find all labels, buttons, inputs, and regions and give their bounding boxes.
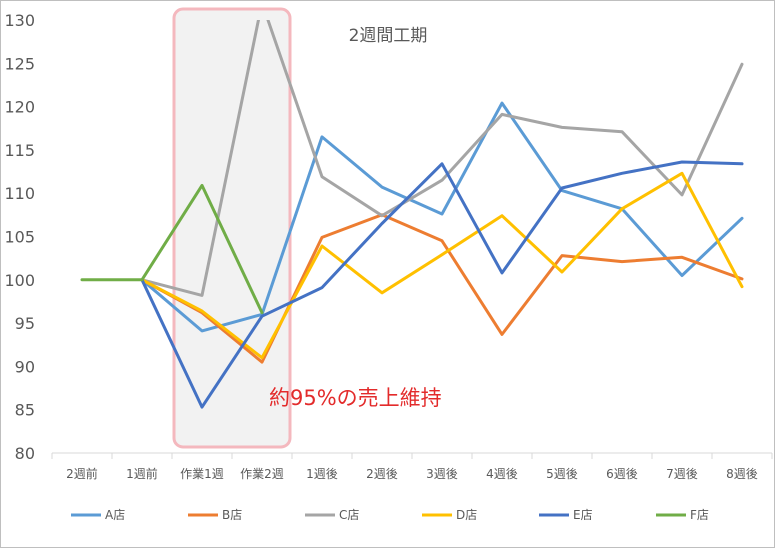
series-line: [140, 160, 744, 409]
x-tick-label: 作業1週: [180, 467, 224, 481]
legend-label: D店: [456, 508, 477, 522]
x-tick-label: 5週後: [546, 467, 578, 481]
y-tick-label: 90: [15, 357, 35, 376]
x-tick-label: 4週後: [486, 467, 518, 481]
x-tick-label: 1週前: [126, 466, 158, 481]
x-tick-label: 1週後: [306, 467, 338, 481]
y-tick-label: 110: [4, 184, 35, 203]
legend: A店 B店 C店 D店 E店 F店: [71, 508, 709, 522]
legend-label: F店: [690, 508, 709, 522]
series-line: [140, 20, 744, 297]
x-tick-label: 8週後: [726, 467, 758, 481]
legend-label: C店: [339, 508, 359, 522]
y-tick-label: 105: [4, 228, 35, 247]
x-tick-label: 作業2週: [240, 467, 284, 481]
y-axis-ticks: 80 85 90 95 100 105 110 115 120 125 130: [4, 11, 35, 463]
y-tick-label: 130: [4, 11, 35, 30]
y-tick-label: 85: [15, 401, 35, 420]
legend-label: B店: [222, 508, 242, 522]
legend-label: E店: [573, 508, 593, 522]
series-lines: [80, 20, 744, 409]
series-line: [140, 101, 744, 333]
y-tick-label: 80: [15, 444, 35, 463]
x-tick-label: 3週後: [426, 467, 458, 481]
x-tick-label: 7週後: [666, 467, 698, 481]
y-tick-label: 125: [4, 54, 35, 73]
x-axis-ticks: 2週前 1週前 作業1週 作業2週 1週後 2週後 3週後 4週後 5週後 6週後 7週後 8週後: [51, 453, 773, 481]
series-line: [80, 183, 264, 315]
series-line: [140, 171, 744, 360]
legend-label: A店: [105, 508, 125, 522]
y-tick-label: 115: [4, 141, 35, 160]
chart-title: 2週間工期: [349, 26, 428, 46]
x-tick-label: 2週後: [366, 467, 398, 481]
y-tick-label: 120: [4, 98, 35, 117]
y-tick-label: 95: [15, 314, 35, 333]
x-tick-label: 6週後: [606, 467, 638, 481]
chart-annotation: 約95%の売上維持: [269, 386, 442, 410]
x-tick-label: 2週前: [66, 466, 98, 481]
y-tick-label: 100: [4, 271, 35, 290]
